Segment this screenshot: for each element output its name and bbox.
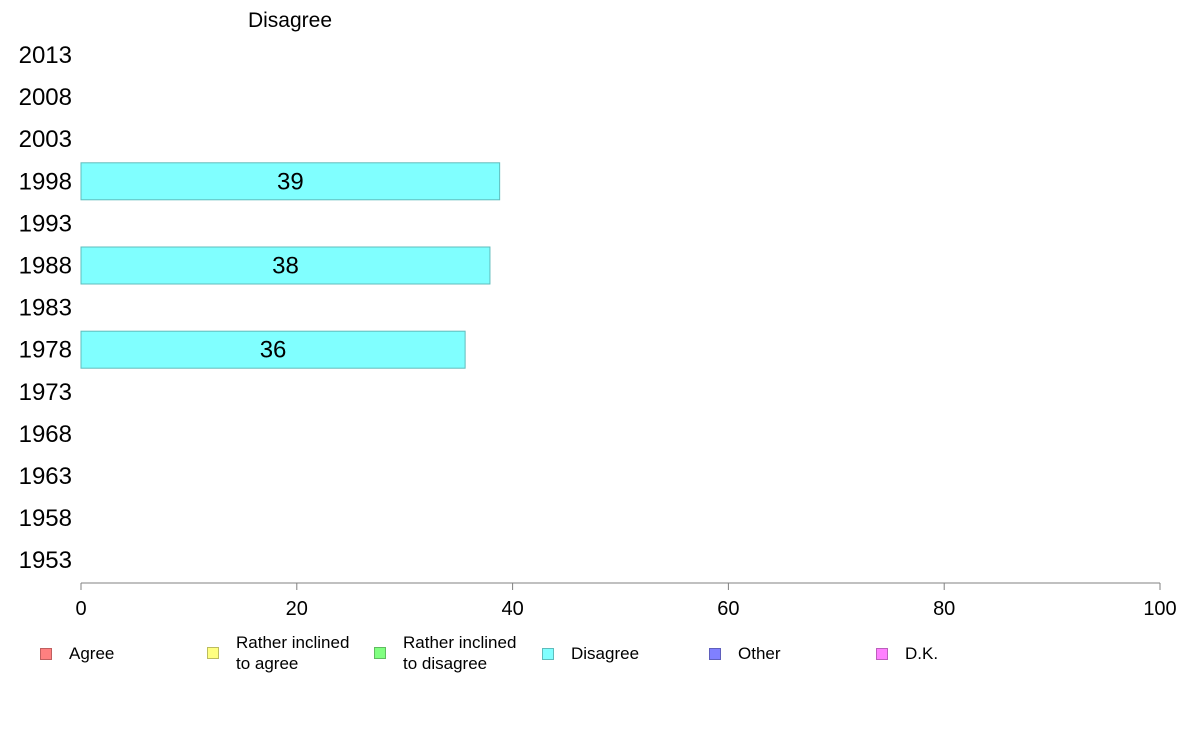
x-tick-label: 20 <box>286 598 308 620</box>
y-tick-label: 2013 <box>19 42 72 69</box>
legend-label: Other <box>738 644 781 663</box>
y-tick-label: 1983 <box>19 295 72 322</box>
y-tick-label: 1998 <box>19 168 72 195</box>
legend-item: Other <box>709 643 781 664</box>
y-tick-label: 1963 <box>19 463 72 490</box>
legend-swatch <box>542 647 554 660</box>
chart-title: Disagree <box>248 9 332 32</box>
legend-label: Rather inclined to agree <box>236 633 350 673</box>
y-tick-label: 1978 <box>19 337 72 364</box>
legend-label: D.K. <box>905 644 939 663</box>
x-tick-label: 100 <box>1143 598 1176 620</box>
x-tick-label: 0 <box>75 598 86 620</box>
y-tick-label: 2003 <box>19 126 72 153</box>
legend-swatch <box>876 647 888 660</box>
legend-item: Rather inclined to agree <box>207 632 349 674</box>
bar-value-label: 39 <box>277 168 304 195</box>
legend-label: Agree <box>69 644 115 663</box>
y-tick-label: 1968 <box>19 421 72 448</box>
y-tick-label: 1988 <box>19 253 72 280</box>
y-tick-label: 1958 <box>19 505 72 532</box>
legend-label: Disagree <box>571 644 640 663</box>
legend-item: Agree <box>40 643 114 664</box>
y-tick-label: 1953 <box>19 547 72 574</box>
y-tick-label: 1973 <box>19 379 72 406</box>
legend-item: Disagree <box>542 643 639 664</box>
bar-value-label: 36 <box>260 337 287 364</box>
legend-item: D.K. <box>876 643 938 664</box>
x-tick-label: 60 <box>717 598 739 620</box>
legend-swatch <box>207 647 219 659</box>
bar <box>80 330 466 369</box>
bar <box>80 162 501 201</box>
legend: Agree Rather inclined to agree Rather incl… <box>0 632 1188 682</box>
bar <box>80 246 491 285</box>
bar-value-label: 38 <box>272 253 299 280</box>
legend-swatch <box>40 647 52 660</box>
legend-item: Rather inclined to disagree <box>374 632 516 674</box>
x-tick-label: 80 <box>933 598 955 620</box>
x-tick-label: 40 <box>501 598 523 620</box>
legend-swatch <box>709 647 721 660</box>
y-tick-label: 1993 <box>19 210 72 237</box>
bar-chart: Disagree 2013 2008 2003 1998 1993 1988 1983 197… <box>19 9 1177 620</box>
legend-swatch <box>374 647 386 659</box>
legend-label: Rather inclined to disagree <box>403 633 517 673</box>
y-tick-label: 2008 <box>19 84 72 111</box>
